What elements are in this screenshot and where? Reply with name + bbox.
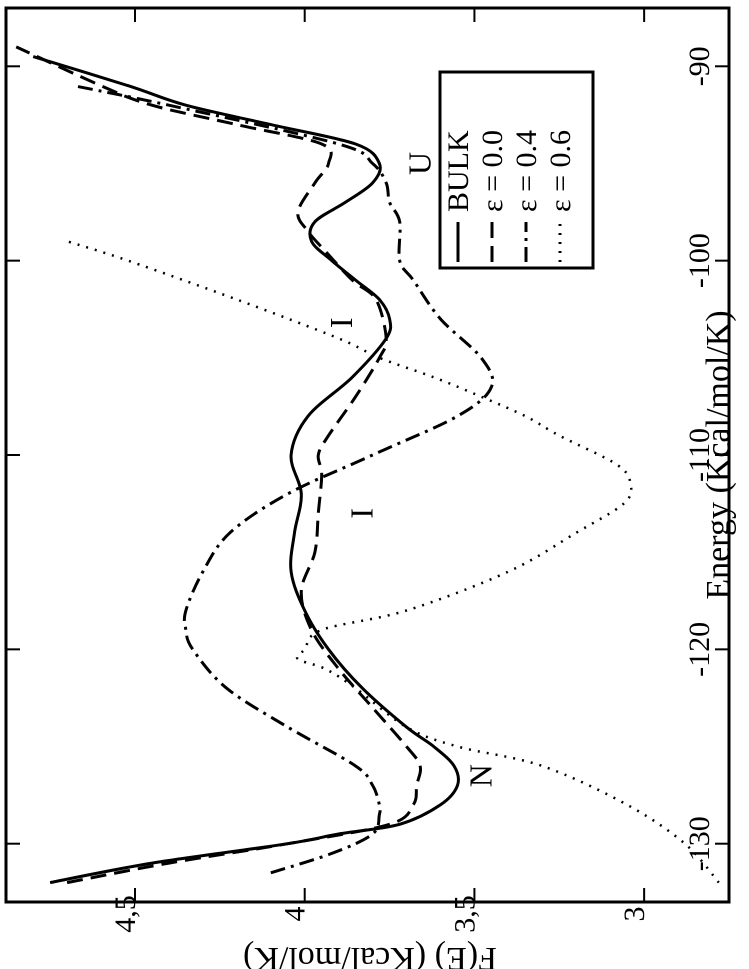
series-line-3 — [66, 240, 720, 884]
region-label-u: U — [401, 152, 437, 175]
fe-tick-label: 4,5 — [109, 895, 142, 933]
legend-box — [438, 70, 595, 270]
energy-tick-label: -110 — [683, 428, 716, 482]
series-line-1 — [15, 45, 422, 885]
fe-tick-label: 3 — [618, 907, 651, 922]
legend: BULK ε = 0.0 ε = 0.4 ε = 0.6 — [438, 70, 595, 270]
energy-tick-label: -130 — [683, 816, 716, 871]
energy-tick-label: -120 — [683, 622, 716, 677]
annotation-layer: U I I N — [323, 152, 498, 787]
legend-label-2: ε = 0.4 — [510, 130, 543, 212]
series-layer — [15, 45, 720, 885]
energy-tick-label: -100 — [683, 233, 716, 288]
region-label-i: I — [344, 508, 380, 519]
region-label-i: I — [323, 317, 359, 328]
legend-label-1: ε = 0.0 — [476, 130, 509, 212]
legend-label-0: BULK — [442, 130, 475, 212]
fe-tick-label: 3,5 — [448, 895, 481, 933]
fe-tick-label: 4 — [279, 907, 312, 922]
series-line-0 — [32, 55, 460, 885]
energy-tick-label: -90 — [683, 46, 716, 86]
x-axis-title: Energy (Kcal/mol/K) — [700, 310, 737, 599]
tick-layer: -130 -120 -110 -100 -90 3 3,5 4 4,5 — [6, 8, 729, 933]
legend-label-3: ε = 0.6 — [544, 130, 577, 212]
region-label-n: N — [462, 764, 498, 787]
y-axis-title: F(E) (Kcal/mol/K) — [243, 940, 497, 969]
series-line-2 — [73, 84, 495, 875]
